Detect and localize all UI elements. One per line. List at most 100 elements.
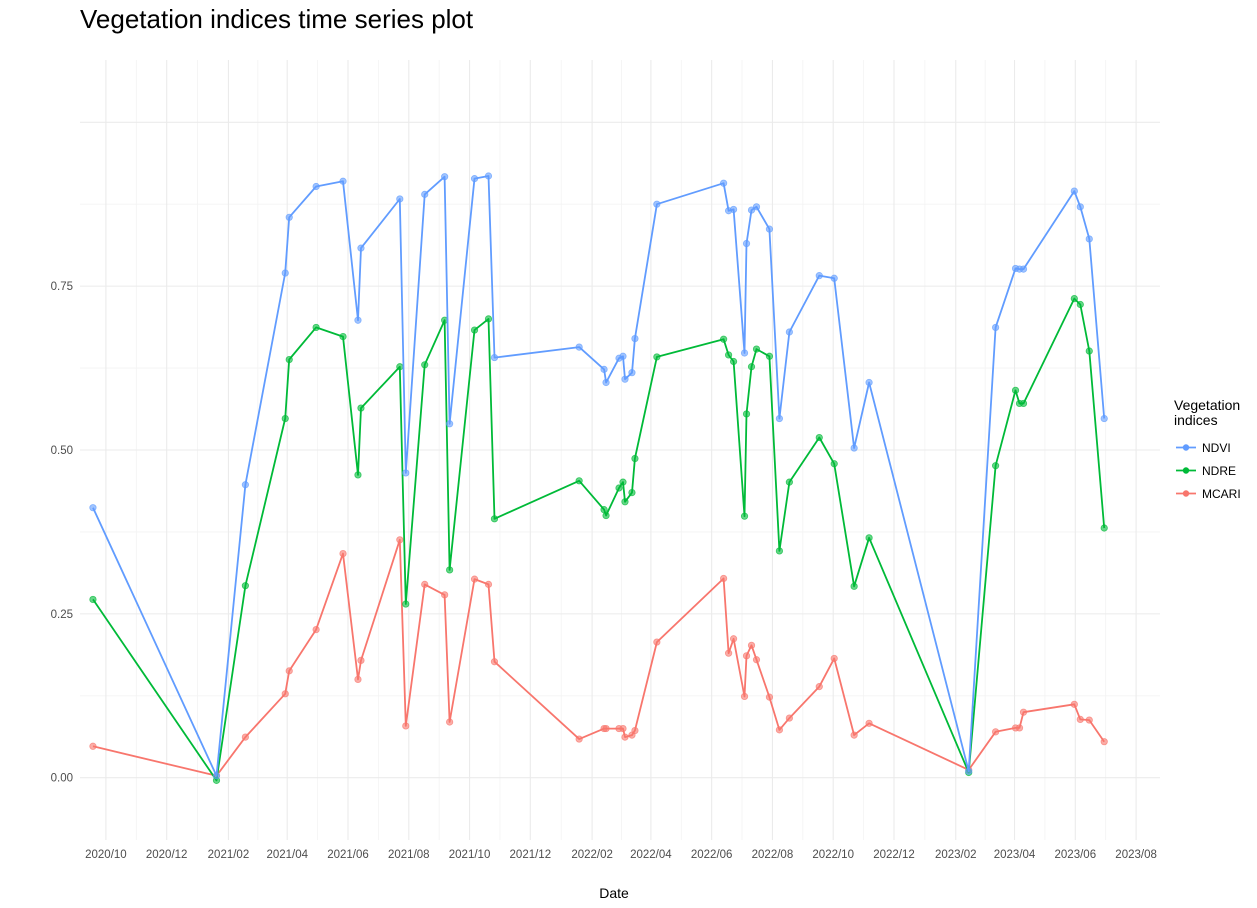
data-point-ndvi <box>720 179 728 187</box>
data-point-mcari <box>740 692 749 701</box>
legend-label: MCARI <box>1202 486 1241 501</box>
legend-item-ndvi: NDVI <box>1174 436 1254 459</box>
data-point-ndvi <box>241 481 249 489</box>
x-tick-label: 2021/12 <box>510 849 552 861</box>
data-point-ndvi <box>850 444 858 452</box>
legend-key-point <box>1182 467 1190 474</box>
data-point-ndre <box>470 326 479 334</box>
data-point-mcari <box>1019 708 1028 716</box>
x-tick-label: 2021/08 <box>388 849 430 861</box>
y-tick-label: 0.75 <box>51 281 73 293</box>
data-point-ndvi <box>1070 187 1078 195</box>
chart-title: Vegetation indices time series plot <box>80 4 474 34</box>
data-point-mcari <box>89 742 97 750</box>
data-point-mcari <box>421 580 429 588</box>
data-point-ndre <box>402 600 410 608</box>
data-point-ndre <box>1085 347 1093 355</box>
data-point-mcari <box>752 656 761 664</box>
data-point-ndre <box>1100 524 1108 532</box>
data-point-ndvi <box>747 206 756 214</box>
x-tick-label: 2020/12 <box>146 849 188 861</box>
axis-labels: 2020/10 2020/12 2021/02 2021/04 2021/06 2021/… <box>51 281 1157 901</box>
x-tick-label: 2021/10 <box>449 849 491 861</box>
data-point-ndre <box>830 460 838 468</box>
data-point-ndvi <box>830 274 838 282</box>
data-point-ndre <box>421 361 429 369</box>
data-point-mcari <box>850 731 858 739</box>
data-point-mcari <box>724 649 733 657</box>
data-point-ndvi <box>619 352 627 360</box>
data-point-ndvi <box>312 182 320 191</box>
x-tick-label: 2022/02 <box>571 849 613 861</box>
data-point-ndre <box>312 323 320 332</box>
y-tick-label: 0.00 <box>51 773 73 785</box>
legend: Vegetation indices NDVI NDRE MCARI <box>1174 398 1254 505</box>
data-point-ndre <box>765 352 774 360</box>
data-point-mcari <box>602 724 610 733</box>
data-point-mcari <box>631 726 639 735</box>
data-point-ndvi <box>815 272 823 280</box>
data-point-mcari <box>619 724 627 733</box>
data-point-mcari <box>339 549 347 558</box>
data-point-mcari <box>729 635 738 643</box>
data-point-ndre <box>631 454 639 463</box>
legend-key-mcari <box>1176 490 1196 497</box>
data-point-ndre <box>775 547 784 555</box>
legend-key-ndre <box>1176 467 1196 474</box>
data-point-mcari <box>1100 738 1108 746</box>
legend-item-mcari: MCARI <box>1174 482 1254 505</box>
data-point-ndvi <box>600 365 608 373</box>
data-point-mcari <box>1015 724 1024 732</box>
data-point-mcari <box>470 575 479 583</box>
x-tick-label: 2023/02 <box>935 849 977 861</box>
data-point-ndvi <box>1076 203 1084 211</box>
data-point-ndvi <box>339 177 347 185</box>
data-point-ndvi <box>653 200 661 208</box>
data-point-ndre <box>484 315 493 323</box>
x-tick-label: 2021/04 <box>266 849 308 861</box>
data-point-mcari <box>354 675 362 684</box>
data-point-ndre <box>281 414 289 423</box>
data-point-ndre <box>850 582 858 590</box>
legend-items: NDVI NDRE MCARI <box>1174 436 1254 505</box>
data-point-mcari <box>1070 700 1078 708</box>
x-tick-label: 2023/06 <box>1055 849 1097 861</box>
data-point-ndvi <box>1100 414 1108 423</box>
data-point-mcari <box>765 693 774 701</box>
data-point-ndre <box>992 462 1000 470</box>
data-point-mcari <box>490 658 499 666</box>
series-line-ndvi <box>92 175 1106 777</box>
data-point-ndvi <box>575 343 583 351</box>
x-tick-label: 2022/06 <box>691 849 733 861</box>
data-point-ndvi <box>421 190 429 198</box>
data-point-mcari <box>446 718 454 726</box>
x-tick-label: 2022/08 <box>752 849 794 861</box>
data-point-ndvi <box>1019 265 1028 273</box>
data-point-mcari <box>742 652 751 660</box>
series-layer <box>89 172 1108 784</box>
data-point-ndvi <box>402 469 410 477</box>
data-point-ndvi <box>628 369 636 377</box>
data-point-ndvi <box>357 244 365 252</box>
x-tick-label: 2023/08 <box>1115 849 1157 861</box>
data-point-ndre <box>720 335 728 343</box>
data-point-ndvi <box>752 203 761 211</box>
legend-key-point <box>1182 490 1190 497</box>
data-point-ndvi <box>89 504 97 512</box>
data-point-mcari <box>720 574 728 583</box>
data-point-mcari <box>441 591 449 599</box>
data-point-ndre <box>241 582 249 590</box>
data-point-ndre <box>339 333 347 341</box>
data-point-ndvi <box>354 316 362 324</box>
data-point-ndre <box>602 511 610 520</box>
data-point-ndre <box>628 489 636 497</box>
data-point-ndre <box>89 595 97 604</box>
data-point-ndre <box>653 353 661 361</box>
data-point-ndvi <box>631 334 639 343</box>
grid-major <box>80 60 1160 840</box>
data-point-ndvi <box>285 213 293 221</box>
data-point-ndvi <box>992 323 1000 332</box>
data-point-mcari <box>575 735 583 743</box>
x-tick-label: 2022/10 <box>812 849 854 861</box>
